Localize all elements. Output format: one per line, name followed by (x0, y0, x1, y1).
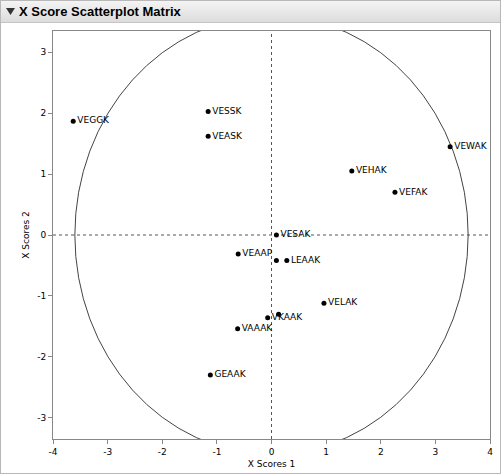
svg-text:2: 2 (378, 447, 384, 457)
svg-text:0: 0 (269, 447, 275, 457)
html-text:X Score Scatterplot Matrix: X Score Scatterplot Matrix (19, 4, 181, 19)
svg-text:VKAAK: VKAAK (272, 312, 303, 322)
svg-text:4: 4 (487, 447, 493, 457)
svg-text:1: 1 (323, 447, 329, 457)
svg-text:3: 3 (433, 447, 439, 457)
svg-text:2: 2 (40, 108, 46, 118)
svg-text:VELAK: VELAK (328, 297, 358, 307)
svg-text:3: 3 (40, 47, 46, 57)
svg-text:-3: -3 (103, 447, 112, 457)
svg-text:-3: -3 (37, 413, 46, 423)
svg-text:VESSK: VESSK (212, 106, 242, 116)
svg-text:VEHAK: VEHAK (356, 165, 388, 175)
svg-text:-2: -2 (158, 447, 167, 457)
svg-text:VEGGK: VEGGK (77, 115, 110, 125)
svg-text:X Scores 2: X Scores 2 (21, 211, 31, 259)
svg-text:-2: -2 (37, 352, 46, 362)
svg-text:VESAK: VESAK (281, 229, 312, 239)
svg-text:0: 0 (40, 230, 46, 240)
svg-text:VAAAK: VAAAK (242, 323, 274, 333)
svg-text:-1: -1 (37, 291, 46, 301)
svg-text:LEAAK: LEAAK (291, 255, 321, 265)
svg-text:-4: -4 (49, 447, 58, 457)
svg-text:VEAAP: VEAAP (242, 248, 272, 258)
svg-text:VEWAK: VEWAK (454, 141, 487, 151)
svg-text:VEASK: VEASK (212, 131, 243, 141)
svg-text:-1: -1 (212, 447, 221, 457)
svg-text:GEAAK: GEAAK (214, 369, 246, 379)
svg-text:1: 1 (40, 169, 46, 179)
svg-text:X Scores 1: X Scores 1 (248, 459, 296, 469)
svg-text:VEFAK: VEFAK (399, 187, 428, 197)
